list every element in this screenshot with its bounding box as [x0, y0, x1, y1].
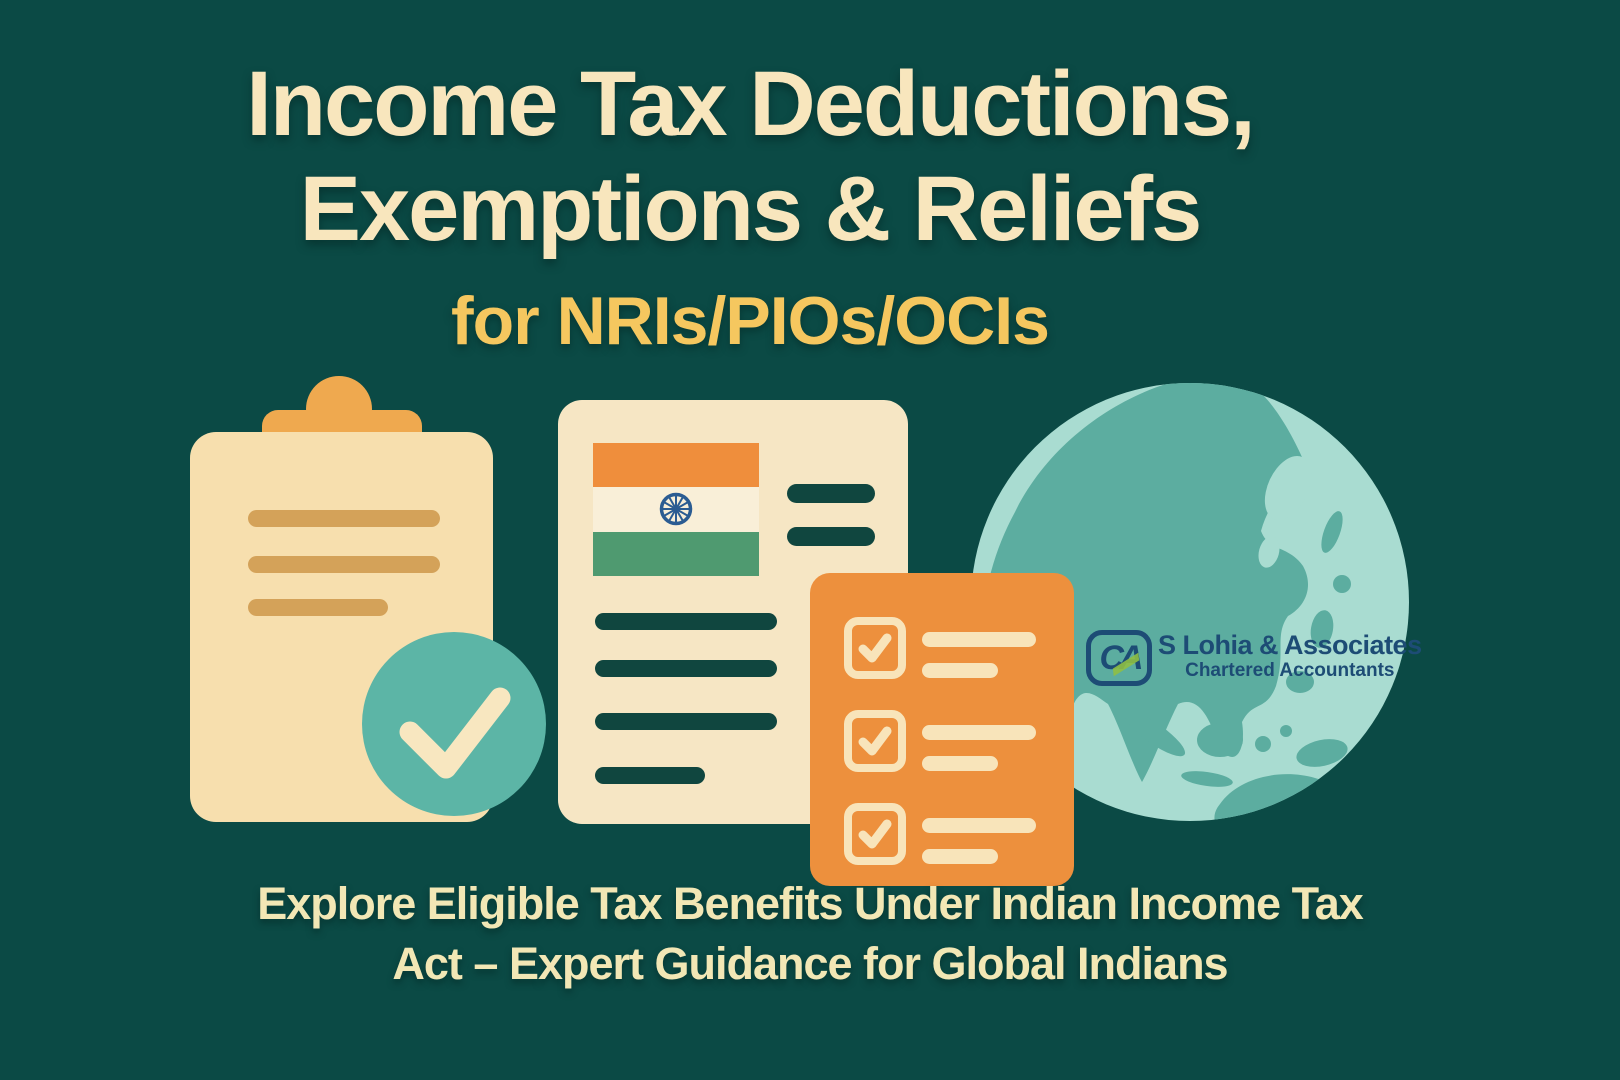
checklist-text-line	[922, 663, 998, 678]
checklist-text-line	[922, 725, 1036, 740]
page-subtitle: for NRIs/PIOs/OCIs	[451, 283, 1050, 359]
document-text-line	[595, 767, 705, 784]
ca-monogram-icon: CA	[1086, 630, 1152, 686]
flag-green-band	[593, 531, 759, 576]
document-text-line	[595, 660, 777, 677]
clipboard-text-line	[248, 599, 388, 616]
checkbox-checked-icon	[844, 617, 906, 679]
firm-name: S Lohia & Associates	[1158, 630, 1422, 660]
checklist-text-line	[922, 849, 998, 864]
tagline-line-1: Explore Eligible Tax Benefits Under Indi…	[257, 878, 1364, 929]
globe-asia-icon	[971, 383, 1409, 821]
document-header-line	[787, 527, 875, 546]
checkbox-checked-icon	[844, 710, 906, 772]
tax-checklist-icon	[810, 573, 1074, 886]
flag-white-band	[593, 487, 759, 532]
document-text-line	[595, 613, 777, 630]
check-circle-icon	[362, 632, 546, 816]
tagline-line-2: Act – Expert Guidance for Global Indians	[392, 938, 1228, 989]
checklist-text-line	[922, 818, 1036, 833]
clipboard-text-line	[248, 556, 440, 573]
header: Income Tax Deductions, Exemptions & Reli…	[0, 52, 1500, 360]
clipboard-check-icon	[190, 362, 546, 822]
checkbox-checked-icon	[844, 803, 906, 865]
footer-tagline: Explore Eligible Tax Benefits Under Indi…	[10, 874, 1610, 994]
india-flag-icon	[593, 443, 759, 576]
checklist-text-line	[922, 756, 998, 771]
page-title-line-1: Income Tax Deductions,	[246, 53, 1255, 155]
page-title-line-2: Exemptions & Reliefs	[299, 158, 1203, 260]
clipboard-text-line	[248, 510, 440, 527]
ashoka-chakra-icon	[659, 493, 693, 526]
document-text-line	[595, 713, 777, 730]
firm-descriptor: Chartered Accountants	[1185, 660, 1395, 681]
checklist-text-line	[922, 632, 1036, 647]
flag-saffron-band	[593, 443, 759, 488]
document-header-line	[787, 484, 875, 503]
firm-logo: CA S Lohia & Associates Chartered Accoun…	[1086, 630, 1422, 686]
firm-logo-text: S Lohia & Associates Chartered Accountan…	[1158, 630, 1422, 682]
